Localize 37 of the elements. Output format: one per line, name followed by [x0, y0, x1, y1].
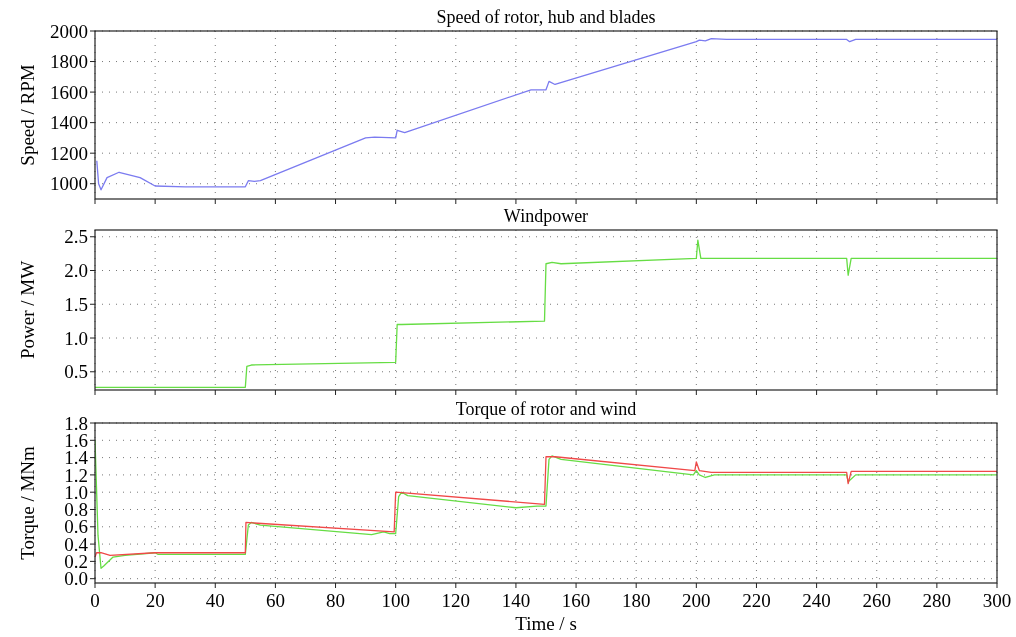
y-tick-label: 2000: [50, 20, 88, 42]
x-tick-label: 100: [381, 590, 410, 611]
y-axis-title: Power / MW: [17, 260, 38, 360]
y-tick-label: 1.5: [64, 293, 88, 315]
chart-title: Torque of rotor and wind: [455, 399, 637, 419]
line-series: [95, 456, 997, 558]
x-tick-label: 60: [265, 590, 285, 611]
x-tick-label: 140: [501, 590, 531, 611]
y-tick-label: 1000: [50, 173, 88, 195]
x-tick-label: 20: [145, 590, 165, 611]
y-tick-label: 0.5: [64, 361, 88, 383]
y-tick-label: 2.5: [64, 226, 88, 248]
y-tick-label: 2.0: [64, 260, 88, 282]
chart-title: Speed of rotor, hub and blades: [436, 7, 656, 27]
line-series: [96, 37, 997, 191]
line-series: [95, 239, 997, 388]
chart-title: Windpower: [503, 206, 589, 226]
x-tick-label: 260: [862, 590, 891, 611]
y-tick-label: 1.0: [64, 327, 88, 349]
x-tick-label: 0: [90, 590, 100, 611]
x-tick-label: 280: [922, 590, 952, 611]
x-tick-label: 220: [742, 590, 771, 611]
x-axis-title: Time / s: [515, 613, 577, 634]
x-tick-label: 120: [441, 590, 471, 611]
y-axis-title: Speed / RPM: [17, 64, 38, 166]
x-tick-label: 180: [621, 590, 651, 611]
x-tick-label: 240: [802, 590, 831, 611]
y-axis-title: Torque / MNm: [17, 445, 38, 560]
x-tick-label: 80: [326, 590, 346, 611]
y-tick-label: 1800: [50, 51, 88, 73]
x-tick-label: 200: [682, 590, 711, 611]
y-tick-label: 1200: [50, 142, 88, 164]
x-tick-label: 160: [561, 590, 591, 611]
x-tick-label: 300: [982, 590, 1012, 611]
y-tick-label: 1600: [50, 81, 88, 103]
x-tick-label: 40: [205, 590, 225, 611]
y-tick-label: 1400: [50, 112, 88, 134]
